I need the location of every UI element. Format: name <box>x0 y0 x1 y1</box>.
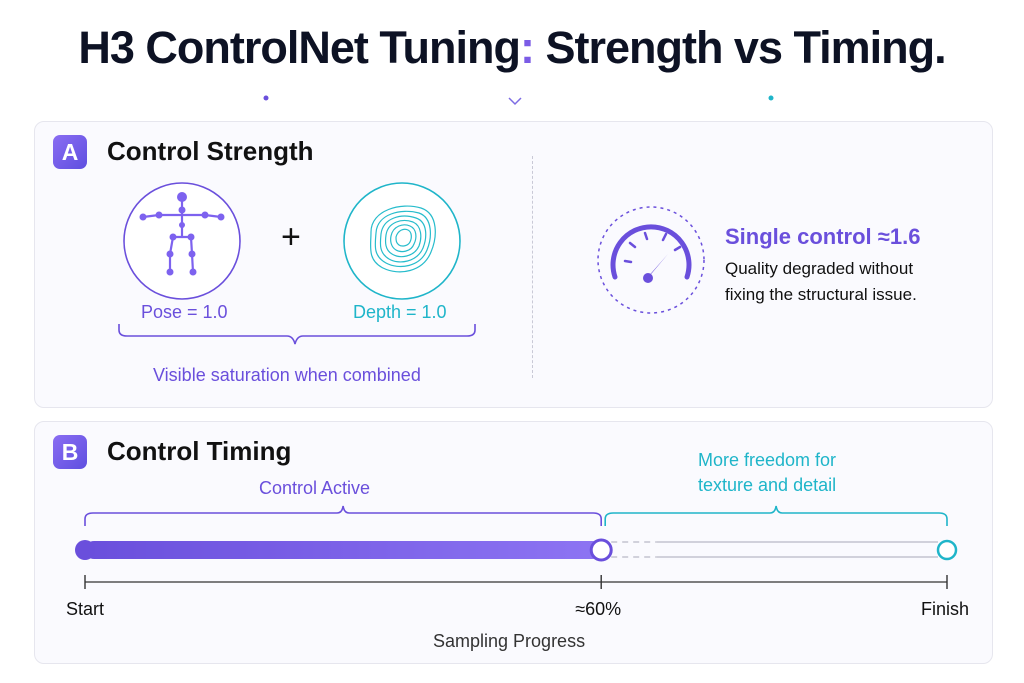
pose-skeleton-icon <box>123 182 241 300</box>
control-active-label: Control Active <box>259 478 371 498</box>
freedom-line2: texture and detail <box>698 475 837 495</box>
axis-label: Sampling Progress <box>433 631 586 651</box>
start-marker <box>75 540 95 560</box>
section-a-title: Control Strength <box>107 136 314 166</box>
pose-label: Pose = 1.0 <box>141 302 228 322</box>
degraded-note-line1: Quality degraded without <box>725 259 914 278</box>
saturation-note: Visible saturation when combined <box>153 365 421 385</box>
depth-contour-icon <box>343 182 461 300</box>
depth-label: Depth = 1.0 <box>353 302 447 322</box>
timing-timeline <box>75 505 958 589</box>
start-label: Start <box>66 599 105 619</box>
degraded-note-line2: fixing the structural issue. <box>725 285 917 304</box>
finish-marker <box>936 539 958 561</box>
page-title: H3 ControlNet Tuning: Strength vs Timing… <box>0 22 1024 74</box>
control-timing-panel: B Control Timing Control Active More fre… <box>34 421 993 664</box>
combined-brace <box>118 324 476 345</box>
active-track <box>85 541 602 559</box>
mid-marker <box>589 538 613 562</box>
title-prefix: H3 ControlNet Tuning <box>78 22 521 73</box>
plus-symbol: + <box>281 218 301 256</box>
control-strength-panel: A Control Strength Pose = 1.0 + <box>34 121 993 408</box>
control-active-brace <box>84 505 602 526</box>
finish-label: Finish <box>921 599 970 619</box>
freedom-line1: More freedom for <box>698 450 837 470</box>
freedom-brace <box>604 505 948 526</box>
title-colon: : <box>519 22 535 73</box>
title-suffix: Strength vs Timing. <box>533 22 946 73</box>
title-divider <box>263 95 774 106</box>
single-control-label: Single control ≈1.6 <box>725 224 921 249</box>
mid-label: ≈60% <box>575 599 622 619</box>
panel-a-separator <box>532 156 533 378</box>
gauge-icon <box>597 206 705 314</box>
section-b-title: Control Timing <box>107 436 292 466</box>
section-a-badge: A <box>53 135 87 169</box>
inactive-track <box>611 541 938 558</box>
section-b-badge: B <box>53 435 87 469</box>
